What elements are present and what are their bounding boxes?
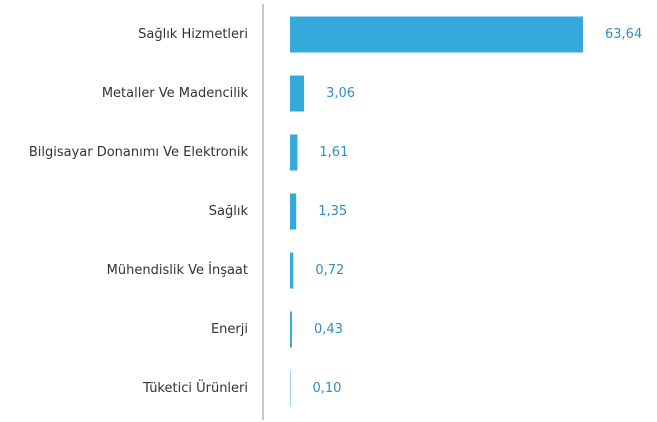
value-label: 3,06: [326, 86, 355, 101]
bar: [290, 75, 305, 112]
value-label: 0,43: [314, 322, 343, 337]
value-label: 1,61: [319, 145, 348, 160]
bar: [290, 134, 298, 171]
value-label: 0,10: [312, 381, 341, 396]
category-label: Sağlık: [209, 204, 249, 219]
value-label: 63,64: [605, 27, 642, 42]
value-label: 0,72: [315, 263, 344, 278]
category-label: Mühendislik Ve İnşaat: [107, 262, 248, 278]
bar: [290, 193, 297, 230]
category-label: Enerji: [211, 322, 248, 337]
bar: [290, 16, 583, 53]
value-label: 1,35: [318, 204, 347, 219]
category-label: Metaller Ve Madencilik: [102, 86, 249, 101]
category-label: Tüketici Ürünleri: [142, 379, 248, 396]
category-label: Sağlık Hizmetleri: [138, 27, 248, 42]
bar: [290, 252, 294, 289]
category-label: Bilgisayar Donanımı Ve Elektronik: [29, 145, 249, 160]
bar: [290, 311, 292, 348]
